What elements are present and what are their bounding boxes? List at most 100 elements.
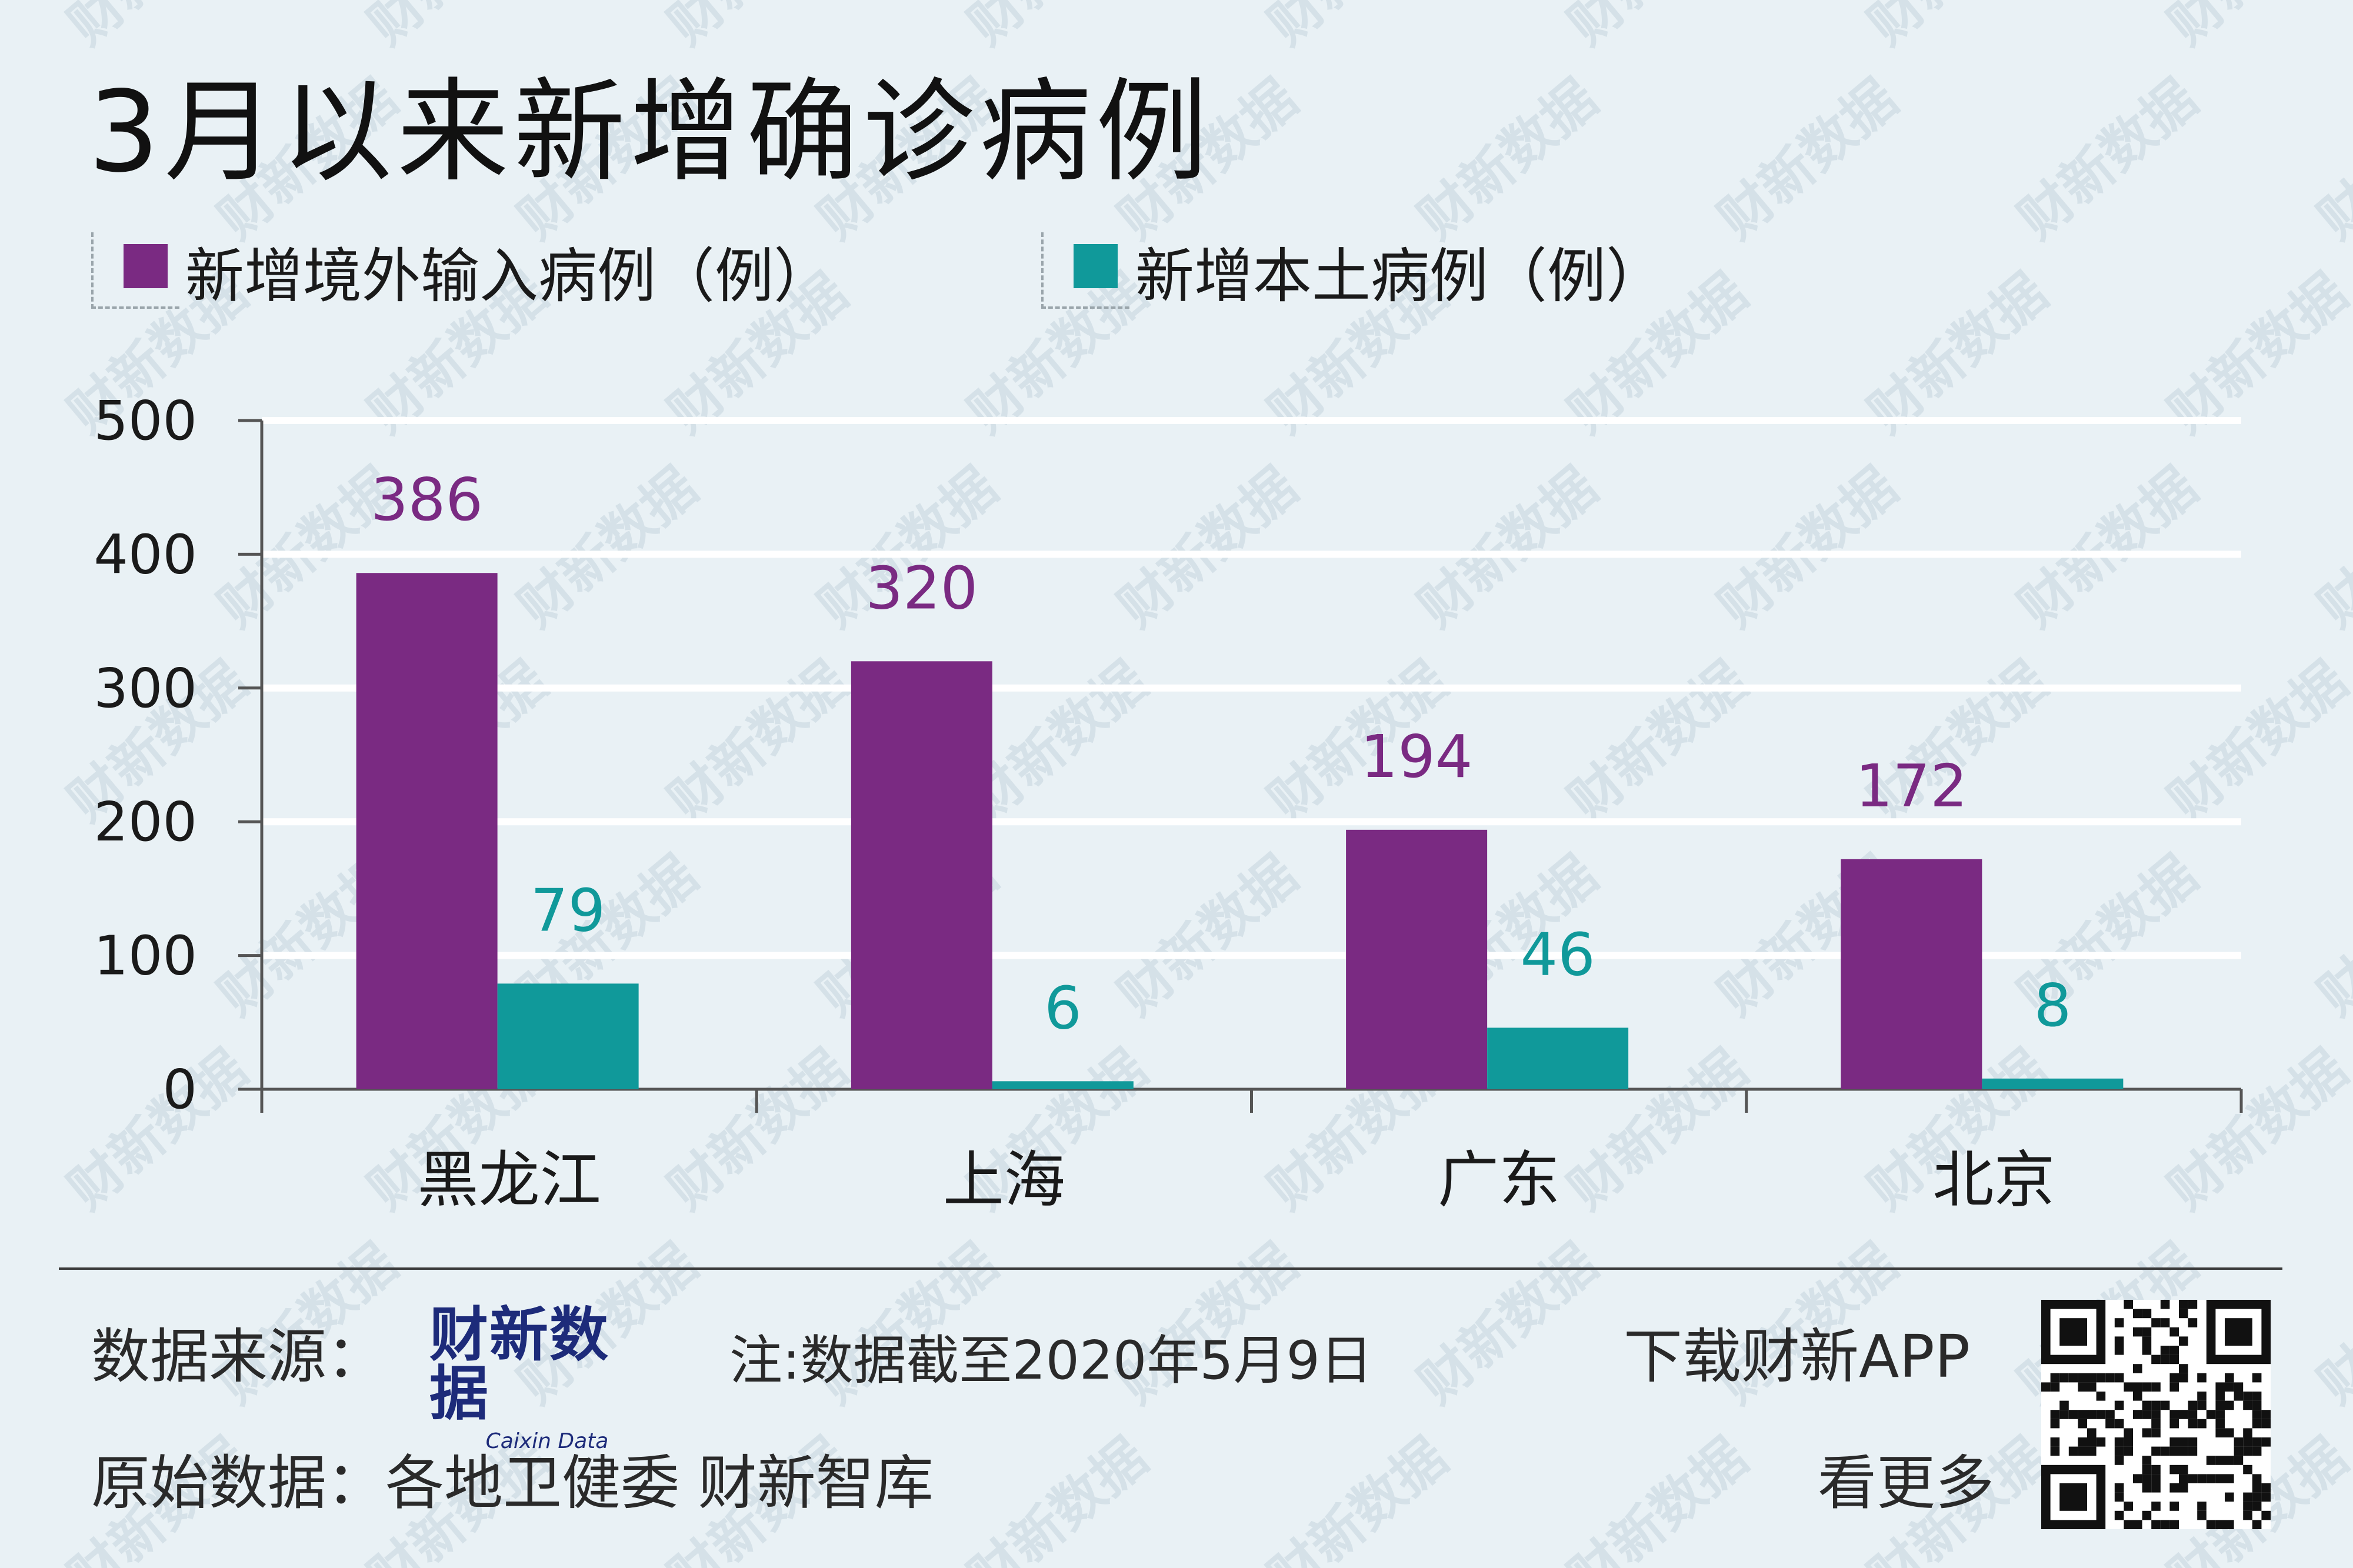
qr-module xyxy=(2206,1474,2216,1483)
qr-module xyxy=(2261,1437,2271,1447)
qr-module xyxy=(2114,1346,2124,1355)
qr-finder-core xyxy=(2059,1318,2087,1346)
qr-module xyxy=(2124,1520,2133,1529)
qr-module xyxy=(2179,1483,2188,1493)
qr-module xyxy=(2114,1510,2124,1520)
qr-module xyxy=(2050,1382,2060,1392)
qr-module xyxy=(2059,1410,2069,1419)
legend-item-local: 新增本土病例（例） xyxy=(1041,229,1665,312)
original-data-label: 原始数据：各地卫健委 财新智库 xyxy=(91,1449,934,1517)
qr-module xyxy=(2188,1410,2198,1419)
qr-module xyxy=(2087,1373,2097,1383)
qr-module xyxy=(2087,1446,2097,1456)
qr-module xyxy=(2252,1419,2262,1429)
qr-module xyxy=(2087,1382,2097,1392)
qr-module xyxy=(2151,1419,2161,1429)
y-tick-label: 0 xyxy=(162,1058,197,1121)
qr-module xyxy=(2215,1520,2225,1529)
qr-module xyxy=(2179,1474,2188,1483)
qr-module xyxy=(2215,1400,2225,1410)
brand-logo: 财新数据 Caixin Data xyxy=(429,1306,665,1454)
qr-module xyxy=(2114,1456,2124,1465)
bar-local xyxy=(497,983,639,1089)
qr-module xyxy=(2225,1373,2234,1383)
qr-module xyxy=(2169,1446,2179,1456)
qr-module xyxy=(2179,1464,2188,1474)
qr-module xyxy=(2114,1483,2124,1493)
qr-module xyxy=(2068,1446,2078,1456)
qr-module xyxy=(2169,1346,2179,1355)
qr-module xyxy=(2142,1456,2152,1465)
footer-divider xyxy=(59,1267,2282,1270)
qr-code-icon[interactable] xyxy=(2041,1300,2271,1529)
qr-module xyxy=(2252,1520,2262,1529)
qr-module xyxy=(2142,1327,2152,1337)
qr-module xyxy=(2142,1428,2152,1437)
qr-module xyxy=(2215,1419,2225,1429)
y-tick-label: 300 xyxy=(94,657,197,720)
qr-module xyxy=(2151,1318,2161,1327)
qr-module xyxy=(2096,1410,2106,1419)
qr-module xyxy=(2151,1355,2161,1365)
bar-import xyxy=(1841,859,1982,1089)
x-tick-label: 北京 xyxy=(1932,1144,2055,1216)
qr-module xyxy=(2197,1474,2207,1483)
bar-local xyxy=(992,1081,1134,1089)
qr-module xyxy=(2124,1300,2133,1309)
qr-module xyxy=(2160,1318,2170,1327)
legend-dash-frame xyxy=(1041,232,1129,309)
qr-module xyxy=(2261,1419,2271,1429)
qr-module xyxy=(2179,1373,2188,1383)
see-more-text: 看更多 xyxy=(1818,1449,1994,1517)
qr-module xyxy=(2114,1437,2124,1447)
data-label-local: 8 xyxy=(2034,971,2072,1040)
qr-module xyxy=(2215,1474,2225,1483)
qr-module xyxy=(2243,1437,2252,1447)
qr-module xyxy=(2114,1419,2124,1429)
qr-module xyxy=(2142,1410,2152,1419)
qr-module xyxy=(2114,1446,2124,1456)
qr-module xyxy=(2151,1446,2161,1456)
qr-module xyxy=(2197,1510,2207,1520)
qr-module xyxy=(2087,1437,2097,1447)
qr-module xyxy=(2151,1464,2161,1474)
qr-module xyxy=(2151,1400,2161,1410)
qr-module xyxy=(2243,1392,2252,1401)
qr-module xyxy=(2252,1410,2262,1419)
qr-module xyxy=(2169,1419,2179,1429)
x-tick-label: 上海 xyxy=(943,1144,1065,1216)
source-label: 数据来源： xyxy=(91,1322,385,1391)
qr-module xyxy=(2179,1364,2188,1373)
qr-module xyxy=(2078,1382,2087,1392)
qr-module xyxy=(2225,1456,2234,1465)
qr-module xyxy=(2188,1419,2198,1429)
qr-module xyxy=(2225,1474,2234,1483)
qr-module xyxy=(2050,1446,2060,1456)
y-tick-label: 100 xyxy=(94,925,197,987)
qr-module xyxy=(2225,1382,2234,1392)
qr-module xyxy=(2142,1483,2152,1493)
watermark-text: 财新数据 xyxy=(957,1426,1159,1568)
qr-module xyxy=(2068,1373,2078,1383)
qr-module xyxy=(2169,1373,2179,1383)
qr-module xyxy=(2252,1492,2262,1502)
qr-module xyxy=(2252,1373,2262,1383)
qr-module xyxy=(2261,1410,2271,1419)
qr-module xyxy=(2225,1520,2234,1529)
x-tick-label: 广东 xyxy=(1438,1144,1560,1216)
data-label-import: 386 xyxy=(371,465,483,534)
legend-swatch-frame xyxy=(1041,232,1129,309)
chart-title: 3月以来新增确诊病例 xyxy=(88,67,1212,197)
qr-module xyxy=(2188,1446,2198,1456)
watermark-text: 财新数据 xyxy=(1257,1426,1459,1568)
qr-module xyxy=(2169,1327,2179,1337)
qr-module xyxy=(2087,1410,2097,1419)
qr-module xyxy=(2087,1428,2097,1437)
qr-module xyxy=(2243,1510,2252,1520)
qr-module xyxy=(2078,1373,2087,1383)
qr-module xyxy=(2133,1382,2142,1392)
data-label-import: 172 xyxy=(1855,752,1968,820)
qr-module xyxy=(2261,1510,2271,1520)
qr-module xyxy=(2169,1410,2179,1419)
data-label-local: 46 xyxy=(1521,920,1595,989)
